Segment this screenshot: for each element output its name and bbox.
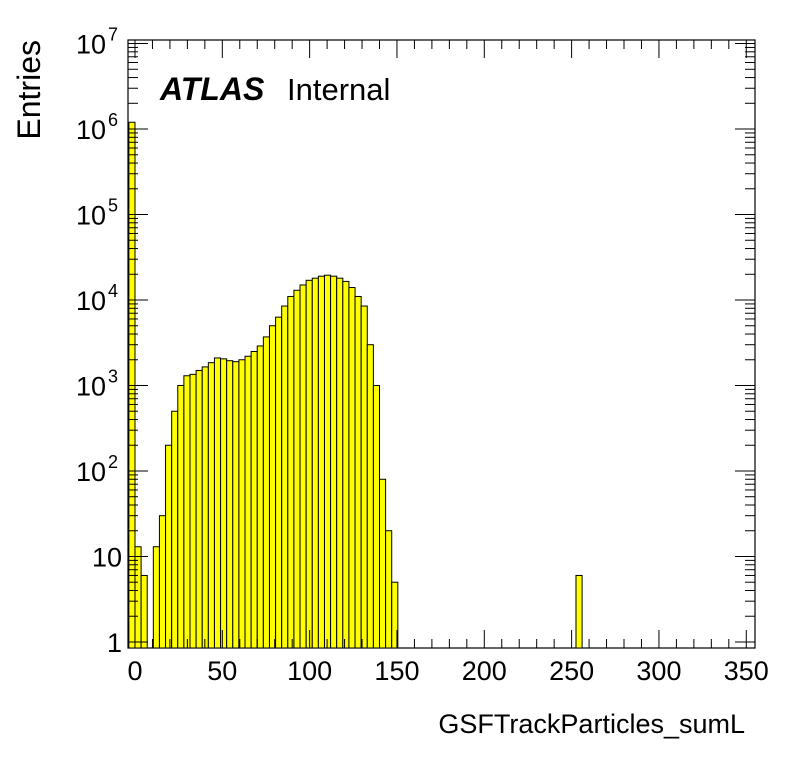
histogram-bar xyxy=(165,444,173,649)
y-tick-label: 1 xyxy=(107,628,122,658)
histogram-bar xyxy=(342,280,350,649)
axis-ticks xyxy=(128,40,755,648)
y-tick-exponent: 4 xyxy=(108,281,118,301)
x-tick-label: 300 xyxy=(636,656,681,686)
y-tick-label: 10 xyxy=(76,457,106,487)
histogram-bar xyxy=(293,289,301,649)
histogram-bar xyxy=(158,515,167,649)
x-tick-labels: 0 50 100 150 200 250 300 350 xyxy=(127,656,768,686)
histogram-bar xyxy=(311,277,319,649)
y-tick-label: 10 xyxy=(76,115,106,145)
histogram-bar xyxy=(183,375,191,649)
x-tick-label: 200 xyxy=(462,656,507,686)
histogram-bar xyxy=(317,275,325,649)
histogram-bar xyxy=(207,362,215,649)
histogram-bar xyxy=(232,361,240,649)
histogram-bar xyxy=(336,277,344,649)
histogram-bar xyxy=(201,366,209,649)
histogram-bar xyxy=(262,336,270,649)
histogram-bar xyxy=(360,305,368,649)
histogram-bar xyxy=(372,384,380,649)
histogram-bar xyxy=(268,325,277,649)
histogram-bar xyxy=(213,357,222,649)
histogram-bar xyxy=(378,478,387,649)
histogram-bar xyxy=(189,373,197,649)
y-tick-label: 10 xyxy=(76,30,106,60)
y-tick-exponent: 3 xyxy=(108,366,118,386)
y-tick-label: 10 xyxy=(76,371,106,401)
y-tick-exponent: 7 xyxy=(108,25,118,45)
histogram-bar xyxy=(195,369,203,649)
histogram-bar xyxy=(385,530,393,649)
histogram-bar xyxy=(348,287,356,649)
histogram-bar xyxy=(250,350,258,649)
histogram-bar xyxy=(330,275,338,649)
y-tick-label: 10 xyxy=(76,286,106,316)
histogram-bars xyxy=(128,121,583,649)
histogram-bar xyxy=(226,360,234,649)
x-tick-label: 350 xyxy=(724,656,769,686)
histogram-bar xyxy=(275,316,283,649)
histogram-bar xyxy=(575,574,583,649)
atlas-label: ATLAS xyxy=(159,71,265,107)
histogram-bar xyxy=(354,295,362,649)
histogram-bar xyxy=(220,358,228,649)
histogram-bar xyxy=(244,355,252,649)
histogram-bar xyxy=(391,581,399,649)
internal-label: Internal xyxy=(287,72,390,107)
histogram-bar xyxy=(177,384,185,649)
histogram-bar xyxy=(366,344,374,649)
y-tick-label: 10 xyxy=(76,201,106,231)
x-tick-label: 0 xyxy=(127,656,142,686)
x-tick-label: 100 xyxy=(287,656,332,686)
histogram-bar xyxy=(171,410,179,649)
x-tick-label: 250 xyxy=(549,656,594,686)
y-tick-exponent: 5 xyxy=(108,196,118,216)
histogram-bar xyxy=(323,274,332,649)
plot-frame xyxy=(127,39,756,649)
histogram-bar xyxy=(140,574,148,649)
histogram-bar xyxy=(256,345,264,649)
histogram-bar xyxy=(305,279,313,649)
y-tick-exponent: 2 xyxy=(108,452,118,472)
y-axis-label: Entries xyxy=(11,40,47,140)
histogram-bar xyxy=(152,546,160,649)
x-tick-label: 50 xyxy=(207,656,237,686)
y-tick-label: 10 xyxy=(92,542,122,572)
histogram-bar xyxy=(134,546,142,649)
histogram-bar xyxy=(238,359,246,649)
x-axis-label: GSFTrackParticles_sumL xyxy=(438,709,745,739)
histogram-bar xyxy=(281,305,289,649)
x-tick-label: 150 xyxy=(374,656,419,686)
histogram-bar xyxy=(299,284,307,649)
histogram-bar xyxy=(287,295,295,649)
y-tick-exponent: 6 xyxy=(108,110,118,130)
